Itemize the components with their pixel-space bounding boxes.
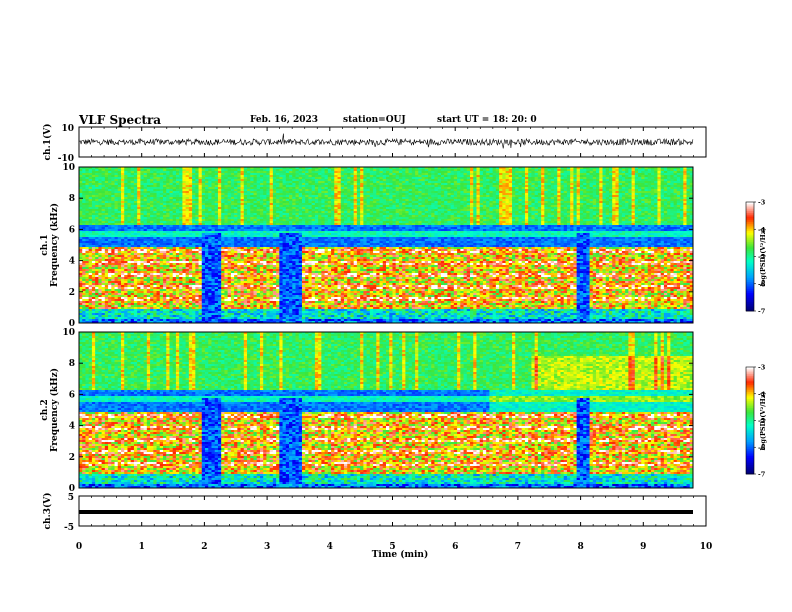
ch1-waveform-frame [79, 127, 706, 157]
ch1-ytick-top: 10 [61, 124, 74, 134]
ch1-waveform-line [79, 134, 693, 149]
ch1-spectrogram-heatmap [79, 167, 693, 323]
ch1-waveform-ylabel: ch.1(V) [42, 124, 53, 161]
